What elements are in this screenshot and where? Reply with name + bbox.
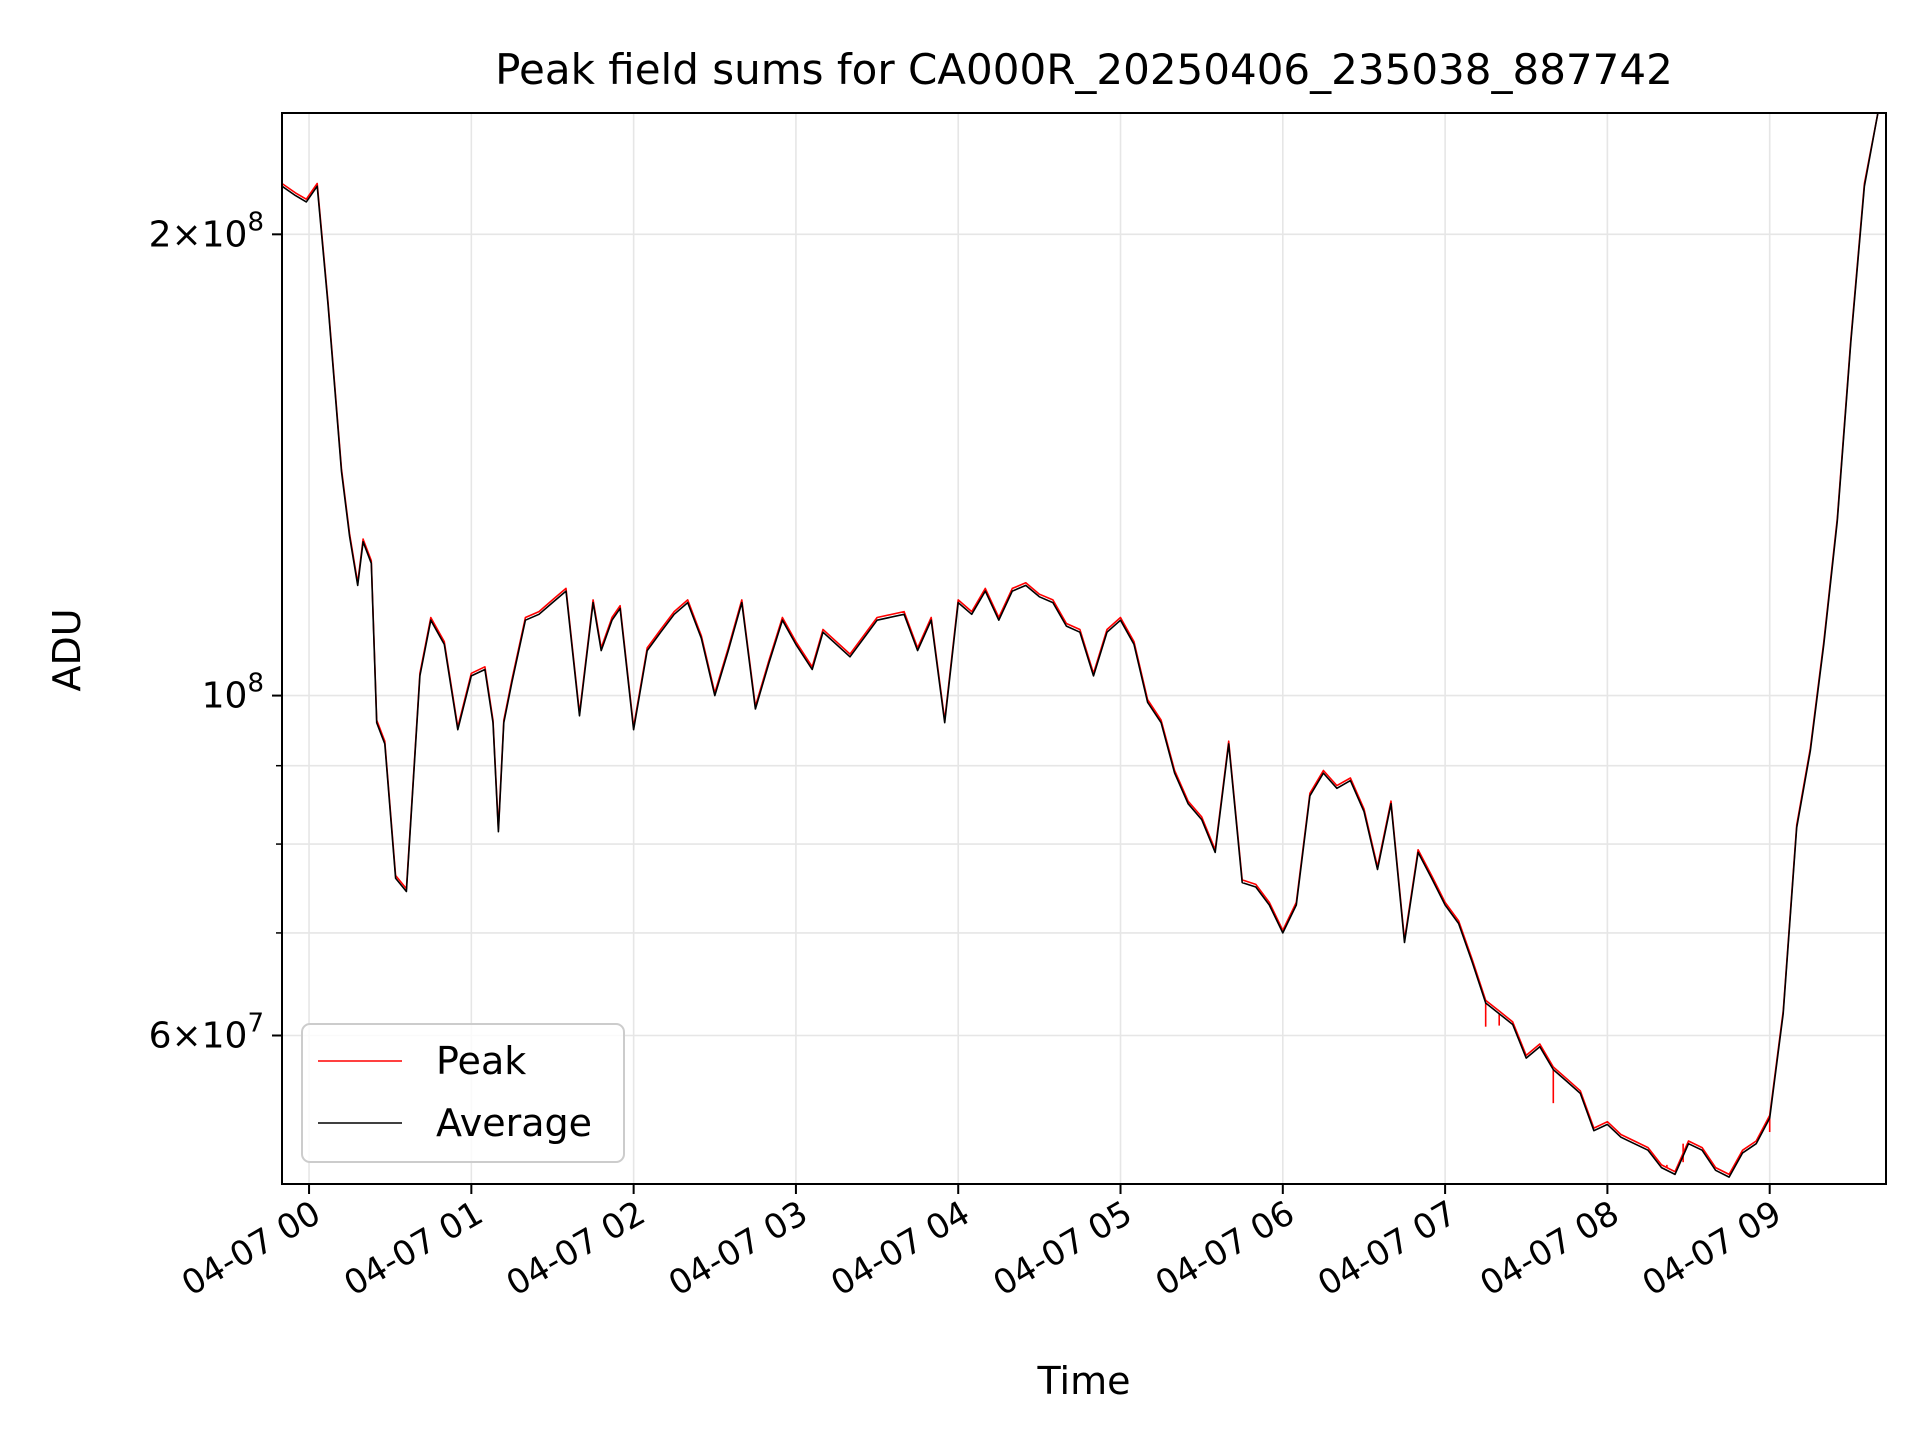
- axes-frame: [281, 112, 1887, 1185]
- grid: [282, 113, 1886, 1184]
- y-axis: 2×108 108 6×107: [149, 207, 282, 1057]
- legend-label-peak: Peak: [436, 1039, 526, 1083]
- x-axis-label: Time: [1037, 1359, 1131, 1403]
- chart-title: Peak field sums for CA000R_20250406_2350…: [495, 45, 1673, 94]
- series-line-average: [281, 112, 1886, 1178]
- legend: Peak Average: [301, 1023, 625, 1163]
- y-tick-label: 108: [202, 669, 264, 717]
- legend-box: [301, 1023, 625, 1163]
- y-tick-label: 2×108: [149, 207, 264, 255]
- legend-label-average: Average: [436, 1101, 592, 1145]
- plot-area: [281, 112, 1886, 1178]
- y-tick-label: 6×107: [149, 1009, 264, 1057]
- y-axis-label: ADU: [45, 608, 89, 691]
